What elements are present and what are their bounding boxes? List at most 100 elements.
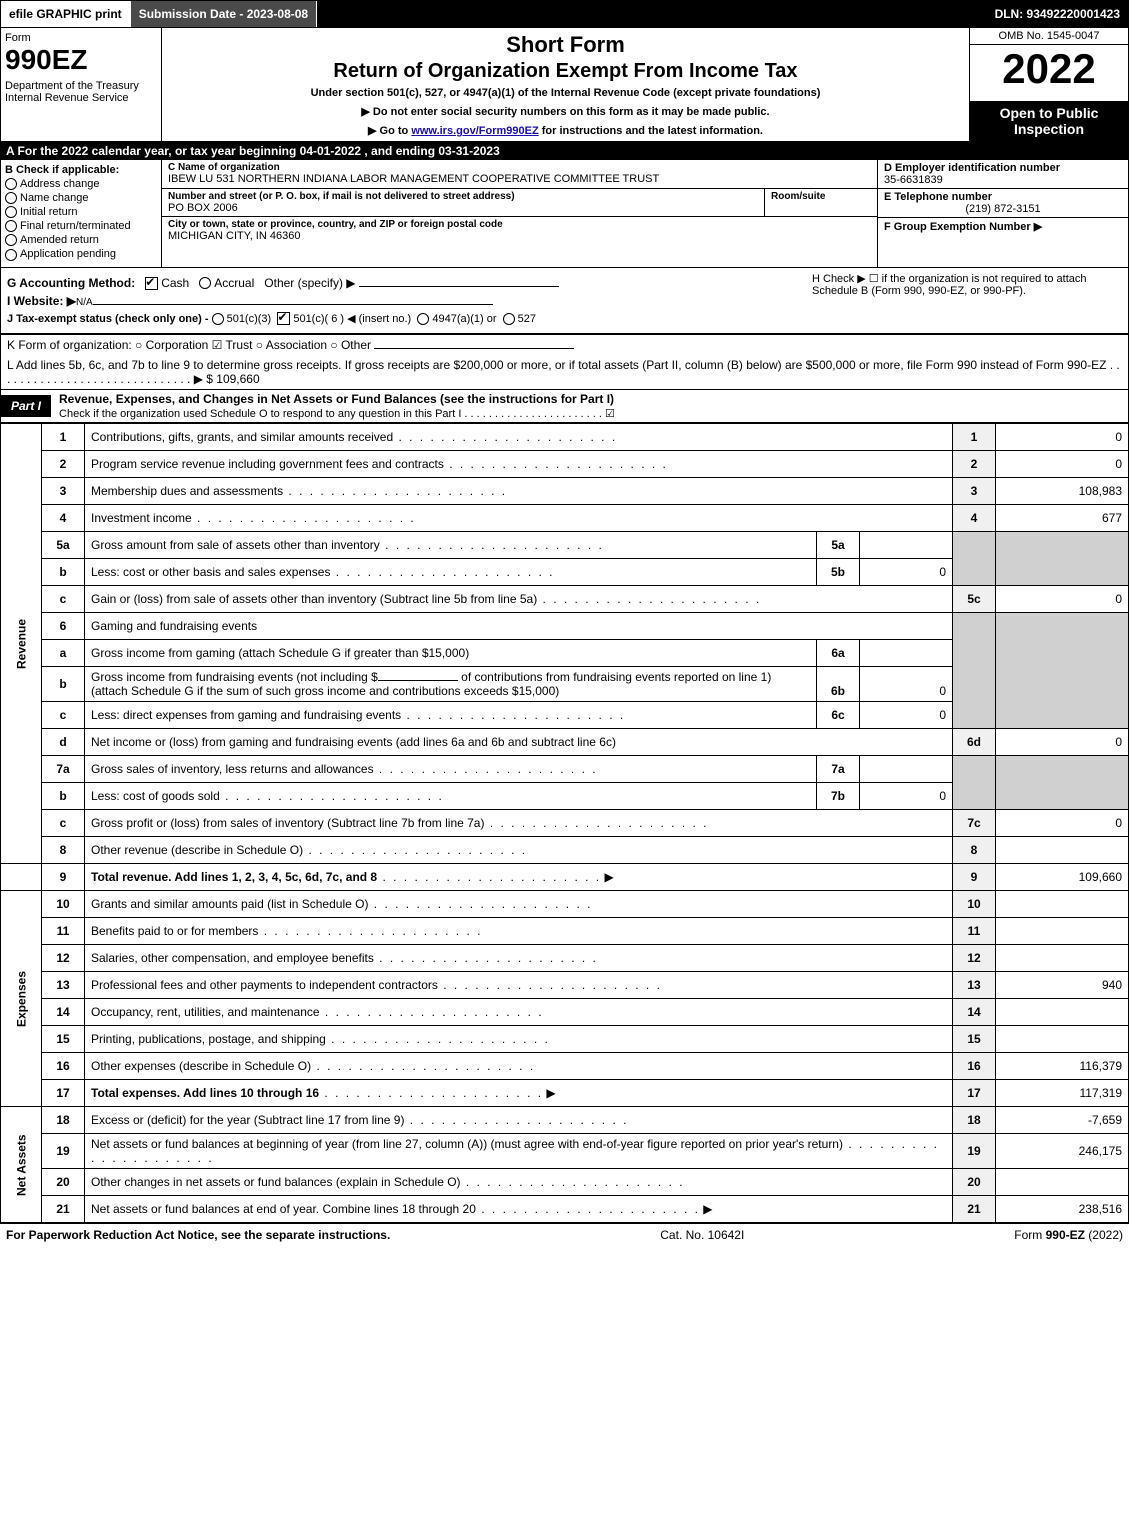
cb-amended-return[interactable]: Amended return (5, 234, 157, 246)
l1-amt: 0 (996, 424, 1129, 451)
l3-desc: Membership dues and assessments (85, 478, 953, 505)
l6-greyamt (996, 613, 1129, 729)
street-row: Number and street (or P. O. box, if mail… (162, 189, 877, 217)
l14-desc: Occupancy, rent, utilities, and maintena… (85, 999, 953, 1026)
group-cell: F Group Exemption Number ▶ (878, 218, 1128, 267)
ein-cell: D Employer identification number 35-6631… (878, 160, 1128, 189)
l7b-sub: 7b (817, 783, 860, 810)
l14-ln: 14 (953, 999, 996, 1026)
l2-num: 2 (42, 451, 85, 478)
l13-desc: Professional fees and other payments to … (85, 972, 953, 999)
part1-label: Part I (1, 395, 51, 417)
l15-amt (996, 1026, 1129, 1053)
l11-desc: Benefits paid to or for members (85, 918, 953, 945)
title-short-form: Short Form (166, 32, 965, 58)
phone: (219) 872-3151 (884, 203, 1122, 215)
cb-501c3[interactable] (212, 313, 224, 325)
l5b-subval: 0 (860, 559, 953, 586)
l16-amt: 116,379 (996, 1053, 1129, 1080)
cb-final-return[interactable]: Final return/terminated (5, 220, 157, 232)
subtitle: Under section 501(c), 527, or 4947(a)(1)… (166, 87, 965, 99)
cb-initial-return[interactable]: Initial return (5, 206, 157, 218)
l10-desc: Grants and similar amounts paid (list in… (85, 891, 953, 918)
l7b-num: b (42, 783, 85, 810)
l6c-sub: 6c (817, 702, 860, 729)
cb-4947[interactable] (417, 313, 429, 325)
l19-amt: 246,175 (996, 1134, 1129, 1169)
street: PO BOX 2006 (168, 202, 758, 214)
title-return: Return of Organization Exempt From Incom… (166, 60, 965, 83)
l1-num: 1 (42, 424, 85, 451)
dept-label: Department of the Treasury Internal Reve… (5, 80, 157, 104)
l16-num: 16 (42, 1053, 85, 1080)
l10-num: 10 (42, 891, 85, 918)
open-inspection: Open to Public Inspection (970, 101, 1128, 141)
l7c-ln: 7c (953, 810, 996, 837)
l16-ln: 16 (953, 1053, 996, 1080)
l9-desc: Total revenue. Add lines 1, 2, 3, 4, 5c,… (85, 864, 953, 891)
l6-desc: Gaming and fundraising events (85, 613, 953, 640)
l18-amt: -7,659 (996, 1107, 1129, 1134)
cb-527[interactable] (503, 313, 515, 325)
l20-num: 20 (42, 1169, 85, 1196)
l18-num: 18 (42, 1107, 85, 1134)
l8-desc: Other revenue (describe in Schedule O) (85, 837, 953, 864)
l5a-num: 5a (42, 532, 85, 559)
l6d-amt: 0 (996, 729, 1129, 756)
l2-amt: 0 (996, 451, 1129, 478)
cb-address-change[interactable]: Address change (5, 178, 157, 190)
city-cell: City or town, state or province, country… (162, 217, 877, 245)
cb-accrual[interactable] (199, 277, 211, 289)
l5b-sub: 5b (817, 559, 860, 586)
cb-name-change[interactable]: Name change (5, 192, 157, 204)
cb-cash[interactable] (145, 277, 158, 290)
l5c-amt: 0 (996, 586, 1129, 613)
l4-desc: Investment income (85, 505, 953, 532)
cb-501c[interactable] (277, 312, 290, 325)
ein: 35-6631839 (884, 174, 1122, 186)
irs-link[interactable]: www.irs.gov/Form990EZ (411, 125, 538, 137)
l16-desc: Other expenses (describe in Schedule O) (85, 1053, 953, 1080)
l5-greyamt (996, 532, 1129, 586)
revenue-vlabel: Revenue (1, 424, 42, 864)
header-mid: Short Form Return of Organization Exempt… (162, 28, 969, 141)
section-bcd: B Check if applicable: Address change Na… (0, 160, 1129, 268)
l21-ln: 21 (953, 1196, 996, 1223)
l12-num: 12 (42, 945, 85, 972)
l17-desc: Total expenses. Add lines 10 through 16 (85, 1080, 953, 1107)
l7c-desc: Gross profit or (loss) from sales of inv… (85, 810, 953, 837)
l7a-sub: 7a (817, 756, 860, 783)
phone-cell: E Telephone number (219) 872-3151 (878, 189, 1128, 218)
l5a-desc: Gross amount from sale of assets other t… (85, 532, 817, 559)
l5b-num: b (42, 559, 85, 586)
l8-num: 8 (42, 837, 85, 864)
form-label: Form (5, 32, 157, 44)
note-ssn: ▶ Do not enter social security numbers o… (166, 105, 965, 118)
l7a-num: 7a (42, 756, 85, 783)
l12-amt (996, 945, 1129, 972)
l21-num: 21 (42, 1196, 85, 1223)
street-label: Number and street (or P. O. box, if mail… (168, 191, 758, 202)
footer: For Paperwork Reduction Act Notice, see … (0, 1223, 1129, 1246)
l19-num: 19 (42, 1134, 85, 1169)
l12-desc: Salaries, other compensation, and employ… (85, 945, 953, 972)
line-k: K Form of organization: ○ Corporation ☑ … (0, 334, 1129, 355)
line-i: I Website: ▶N/A (7, 294, 804, 308)
l6a-sub: 6a (817, 640, 860, 667)
l6d-ln: 6d (953, 729, 996, 756)
org-name-label: C Name of organization (168, 162, 871, 173)
l2-ln: 2 (953, 451, 996, 478)
l5a-sub: 5a (817, 532, 860, 559)
phone-label: E Telephone number (884, 191, 1122, 203)
l6d-desc: Net income or (loss) from gaming and fun… (85, 729, 953, 756)
l5c-desc: Gain or (loss) from sale of assets other… (85, 586, 953, 613)
line-g: G Accounting Method: Cash Accrual Other … (7, 276, 804, 290)
l13-ln: 13 (953, 972, 996, 999)
l10-ln: 10 (953, 891, 996, 918)
l8-amt (996, 837, 1129, 864)
efile-print[interactable]: efile GRAPHIC print (1, 1, 131, 27)
l5b-desc: Less: cost or other basis and sales expe… (85, 559, 817, 586)
cb-application-pending[interactable]: Application pending (5, 248, 157, 260)
l4-amt: 677 (996, 505, 1129, 532)
ein-label: D Employer identification number (884, 162, 1122, 174)
